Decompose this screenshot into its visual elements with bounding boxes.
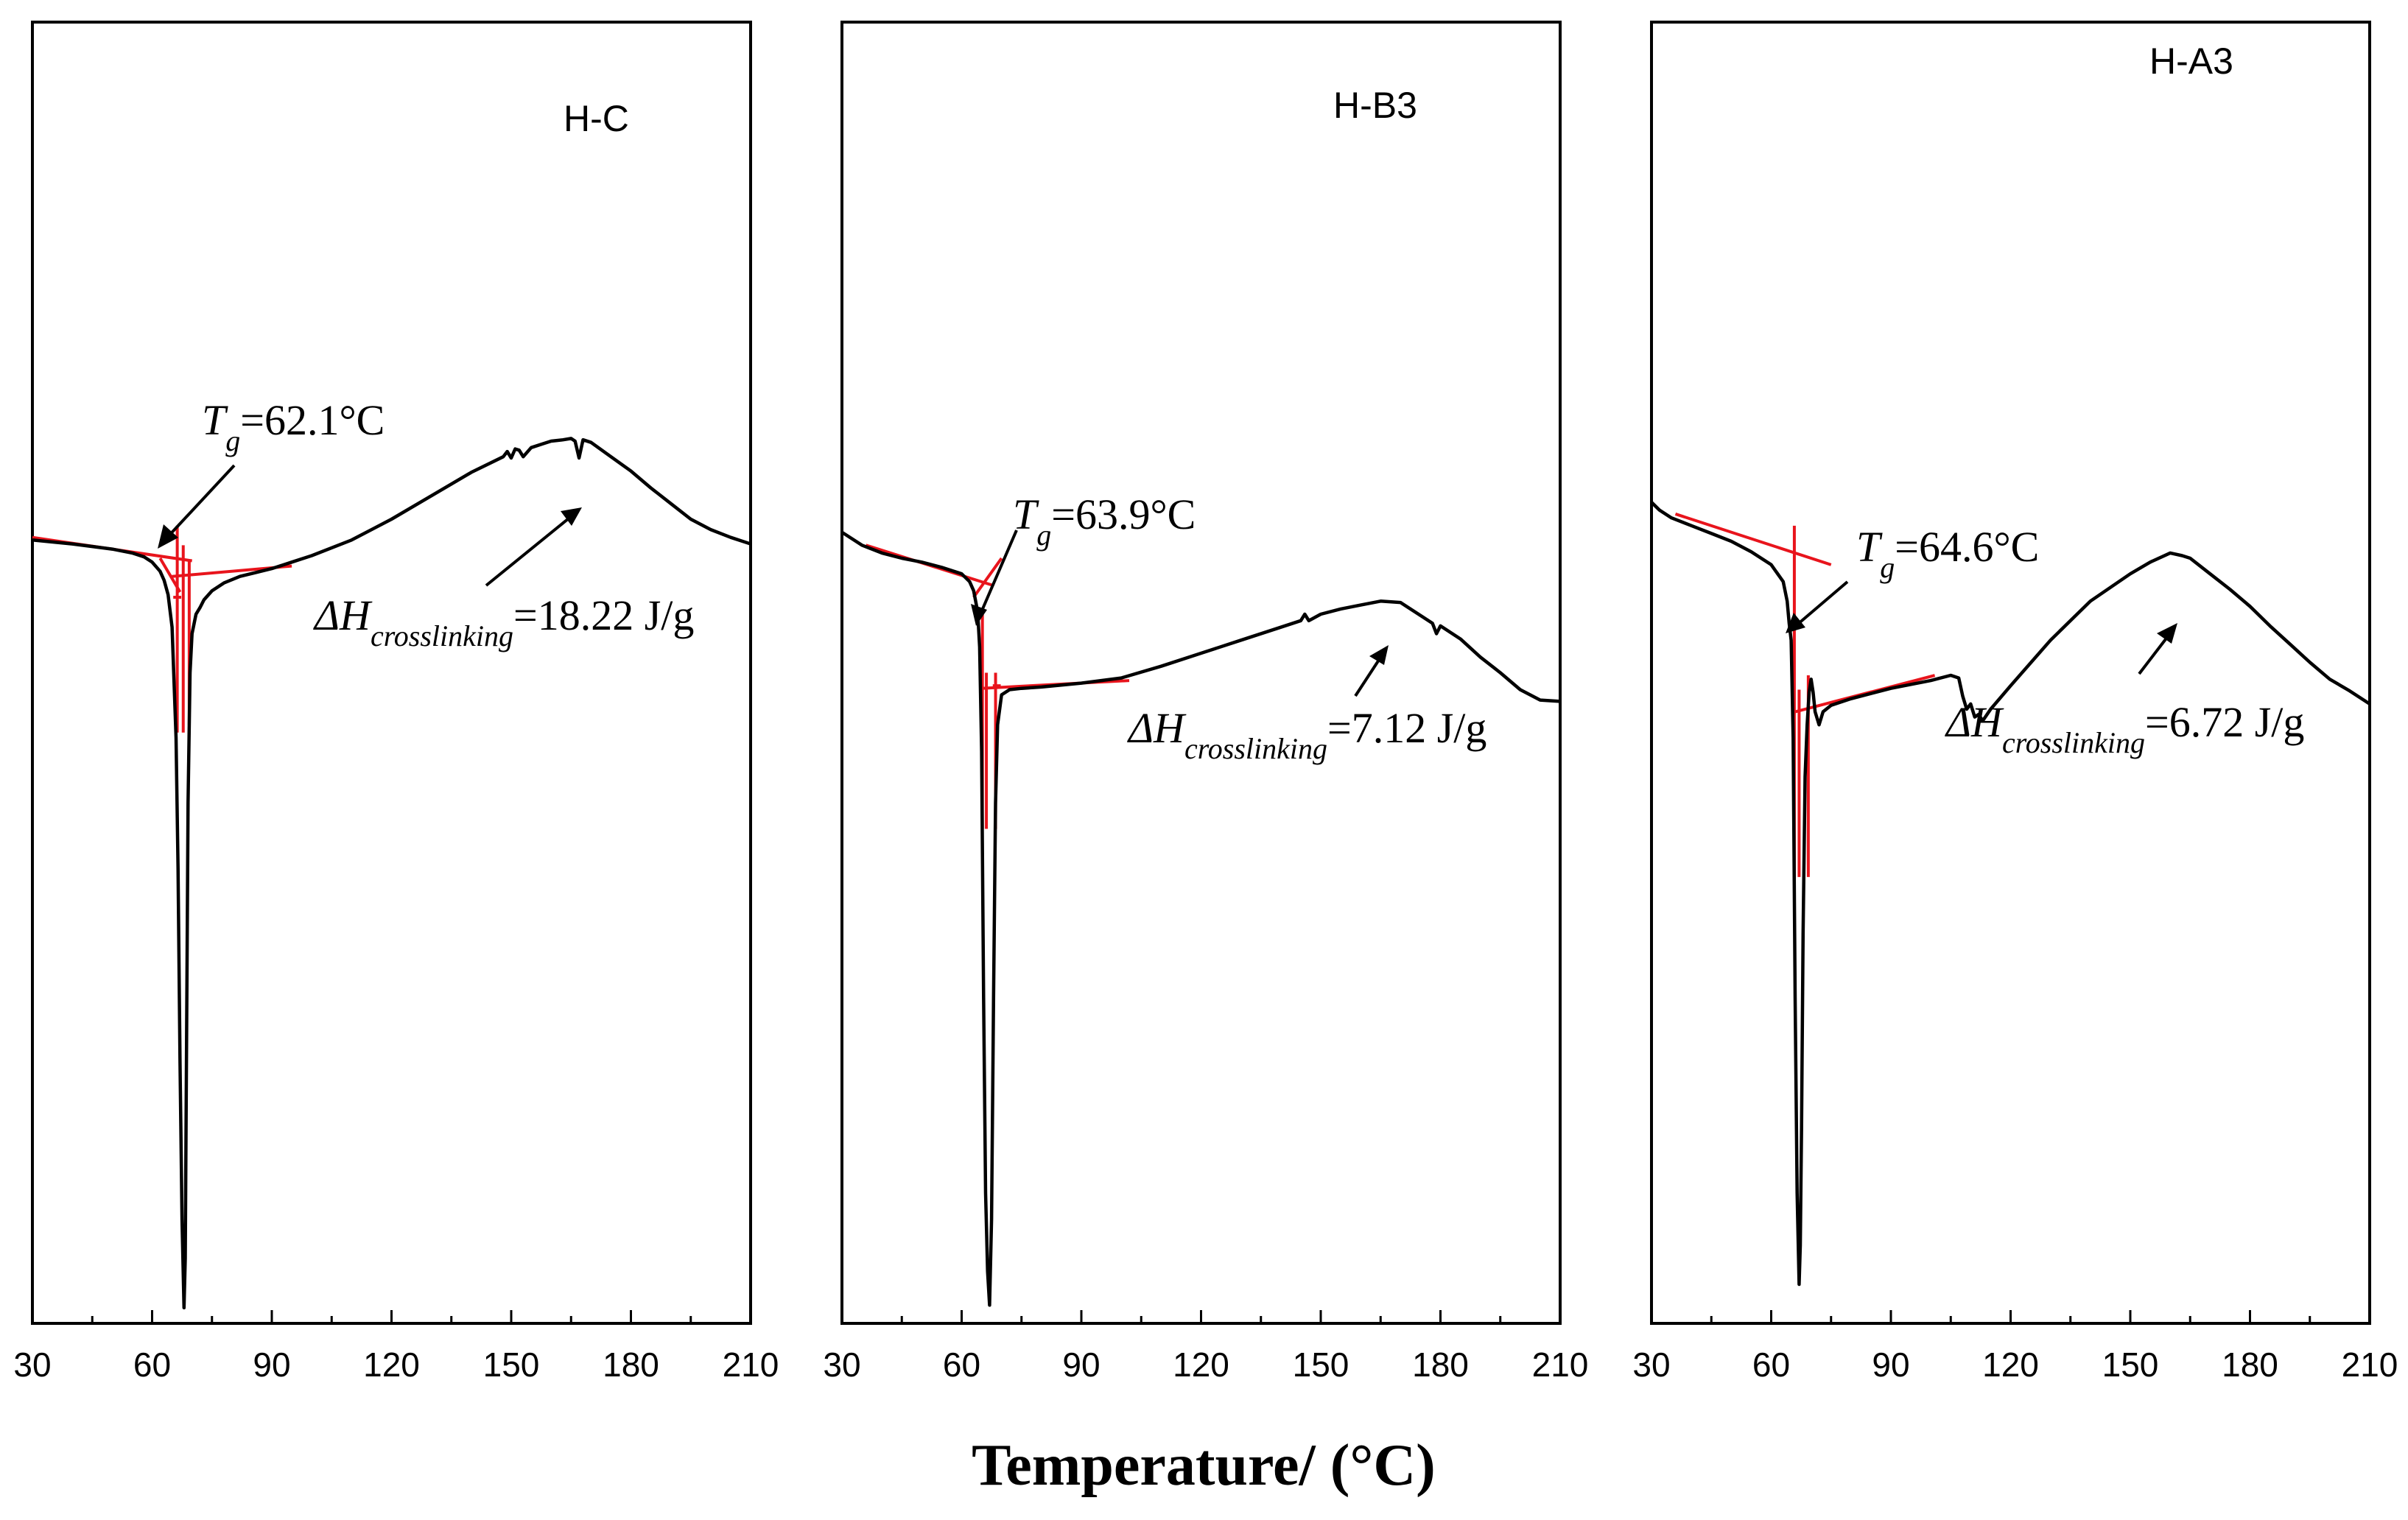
tg-symbol: T: [1013, 490, 1039, 538]
tick-label: 180: [2222, 1345, 2278, 1384]
dh-arrowhead: [2157, 623, 2177, 644]
x-axis-ticks: [1650, 1310, 2371, 1323]
dh-subscript: crosslinking: [1184, 732, 1327, 765]
tg-symbol: T: [1856, 523, 1883, 571]
tg-label: Tg=62.1°C: [202, 396, 385, 457]
tg-value: =64.6°C: [1895, 523, 2039, 571]
dh-value: =7.12 J/g: [1327, 704, 1486, 752]
tg-subscript: g: [1036, 518, 1051, 552]
tg-arrow: [1796, 580, 1849, 626]
tick-label: 30: [1632, 1345, 1670, 1384]
tg-arrowhead: [1786, 613, 1805, 633]
tick-label: 30: [13, 1345, 51, 1384]
tick-label: 60: [1752, 1345, 1790, 1384]
x-axis-ticks: [31, 1310, 752, 1323]
panel-title: H-A3: [2149, 41, 2233, 82]
tick-label: 210: [2342, 1345, 2398, 1384]
dh-arrowhead: [561, 507, 582, 526]
dh-label: ΔHcrosslinking=18.22 J/g: [313, 591, 694, 652]
x-axis-ticks: [840, 1310, 1562, 1323]
dh-value: =6.72 J/g: [2145, 698, 2304, 746]
tg-arrowhead: [158, 524, 178, 549]
dh-arrowhead: [1369, 645, 1389, 665]
dh-label: ΔHcrosslinking=7.12 J/g: [1127, 704, 1486, 765]
dh-value: =18.22 J/g: [513, 591, 694, 639]
tick-label: 90: [1872, 1345, 1909, 1384]
tg-label: Tg=63.9°C: [1013, 490, 1196, 552]
tg-label: Tg=64.6°C: [1856, 523, 2039, 584]
tick-label: 210: [1532, 1345, 1589, 1384]
tick-label: 150: [1293, 1345, 1349, 1384]
tick-label: 60: [133, 1345, 171, 1384]
x-axis-tick-labels: 30 60 90 120 150 180 210: [823, 1345, 1588, 1384]
panel-h-b3: 30 60 90 120 150 180 210 H-B3 Tg=63.9°C …: [823, 21, 1588, 1384]
tg-arrowhead: [971, 604, 987, 626]
tick-label: 90: [253, 1345, 290, 1384]
dh-label: ΔHcrosslinking=6.72 J/g: [1945, 698, 2304, 759]
dh-subscript: crosslinking: [2002, 726, 2145, 759]
dh-arrow: [1354, 658, 1380, 697]
tg-value: =62.1°C: [240, 396, 385, 444]
tangent-line: [1674, 513, 1832, 566]
tick-label: 120: [363, 1345, 420, 1384]
x-axis-label: Temperature/ (°C): [972, 1433, 1436, 1498]
dh-symbol: ΔH: [1945, 698, 2004, 746]
dh-arrow: [485, 517, 570, 587]
tg-arrow: [978, 529, 1018, 616]
tg-subscript: g: [1880, 551, 1895, 584]
tangent-line: [972, 557, 1003, 599]
tick-label: 210: [723, 1345, 779, 1384]
dsc-curve-h-b3: [840, 530, 1561, 1307]
dh-symbol: ΔH: [313, 591, 373, 639]
x-axis-tick-labels: 30 60 90 120 150 180 210: [1632, 1345, 2398, 1384]
tg-symbol: T: [202, 396, 228, 444]
dh-arrow: [2138, 638, 2167, 675]
tick-label: 30: [823, 1345, 860, 1384]
panel-title: H-C: [564, 98, 629, 139]
tick-label: 150: [2102, 1345, 2159, 1384]
panel-title: H-B3: [1333, 85, 1417, 126]
tg-value: =63.9°C: [1051, 490, 1196, 538]
tick-label: 60: [943, 1345, 980, 1384]
dsc-curve-h-c: [32, 437, 751, 1310]
tick-label: 180: [603, 1345, 659, 1384]
panel-h-c: 30 60 90 120 150 180 210 H-C Tg=62.1°C Δ…: [13, 21, 779, 1384]
tick-label: 150: [483, 1345, 540, 1384]
tick-label: 120: [1982, 1345, 2039, 1384]
tg-subscript: g: [225, 424, 240, 457]
dsc-curve-h-a3: [1650, 501, 2371, 1287]
tick-label: 120: [1173, 1345, 1229, 1384]
dh-subscript: crosslinking: [371, 619, 513, 652]
tick-label: 180: [1412, 1345, 1469, 1384]
tg-arrow: [164, 464, 236, 541]
panel-h-a3: 30 60 90 120 150 180 210 H-A3 Tg=64.6°C …: [1632, 21, 2398, 1384]
tick-label: 90: [1062, 1345, 1100, 1384]
dh-symbol: ΔH: [1127, 704, 1187, 752]
x-axis-tick-labels: 30 60 90 120 150 180 210: [13, 1345, 779, 1384]
